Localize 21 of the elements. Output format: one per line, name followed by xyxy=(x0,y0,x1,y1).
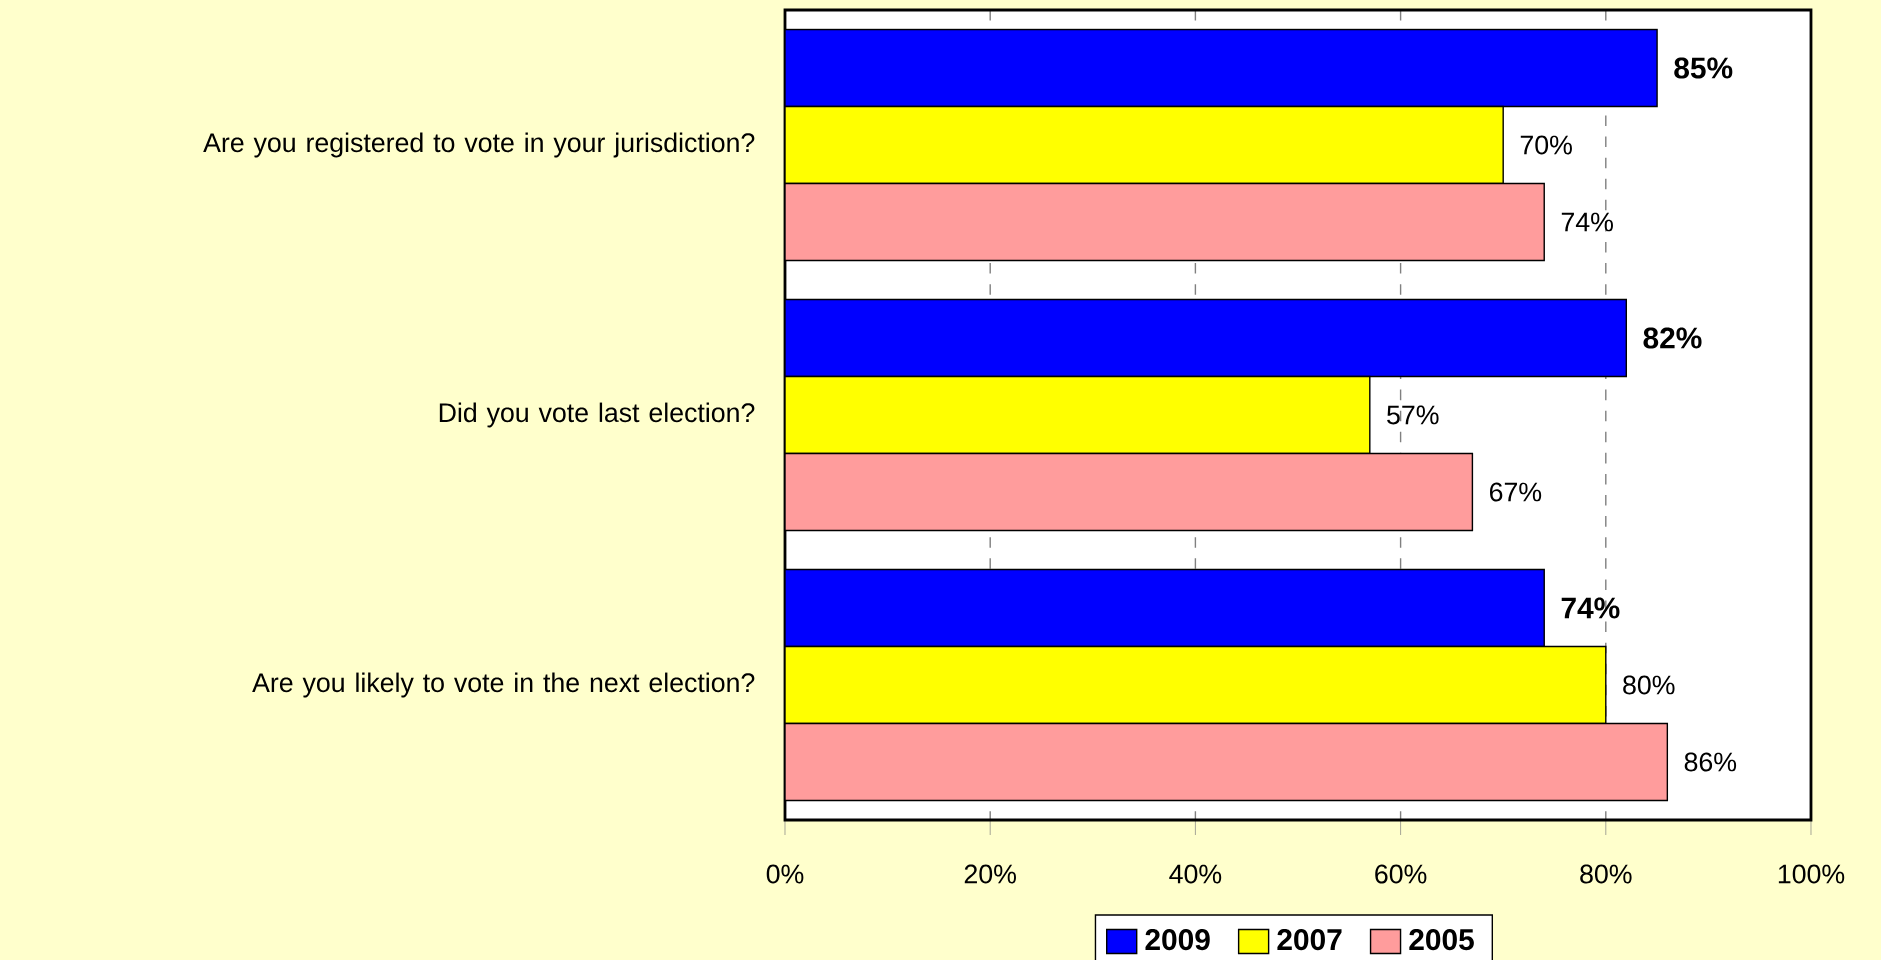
data-label: 74% xyxy=(1561,597,1620,619)
y-tick-label: Are you registered to vote in your jurisdiction? xyxy=(203,132,755,158)
data-label: 85% xyxy=(1674,57,1733,79)
y-tick-label: Did you vote last election? xyxy=(439,402,755,428)
y-tick-label: Are you likely to vote in the next election? xyxy=(252,672,755,698)
data-label: 57% xyxy=(1387,405,1439,425)
data-label: 67% xyxy=(1490,482,1542,502)
data-label: 70% xyxy=(1520,135,1572,155)
data-label: 74% xyxy=(1561,212,1613,232)
x-tick-label: 80% xyxy=(1580,864,1632,884)
data-label: 86% xyxy=(1684,752,1737,772)
x-tick-label: 60% xyxy=(1375,864,1427,884)
x-tick-label: 0% xyxy=(766,864,804,884)
x-tick-label: 100% xyxy=(1778,864,1845,884)
legend-label: 2009 xyxy=(1145,929,1210,951)
data-label: 80% xyxy=(1623,675,1675,695)
x-tick-label: 40% xyxy=(1169,864,1222,884)
legend-label: 2005 xyxy=(1409,929,1474,951)
x-tick-label: 20% xyxy=(964,864,1016,884)
data-label: 82% xyxy=(1643,327,1702,349)
legend-label: 2007 xyxy=(1277,929,1342,951)
